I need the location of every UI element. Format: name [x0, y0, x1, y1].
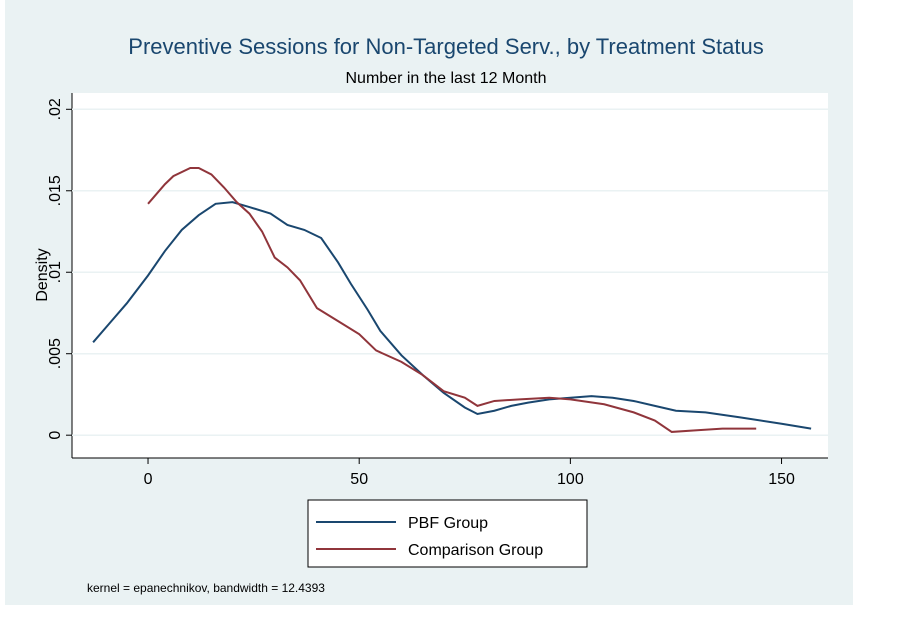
x-tick-label: 100 — [557, 471, 584, 488]
y-axis-label: Density — [34, 248, 51, 301]
y-tick-label: .005 — [47, 338, 64, 369]
note: kernel = epanechnikov, bandwidth = 12.43… — [87, 581, 325, 595]
legend-label: Comparison Group — [408, 542, 543, 559]
legend-box — [307, 499, 588, 568]
density-line — [92, 201, 812, 430]
chart-subtitle: Number in the last 12 Month — [346, 70, 547, 87]
plot-area — [72, 93, 828, 458]
legend-label: PBF Group — [408, 515, 488, 532]
y-tick-label: .02 — [47, 98, 64, 120]
y-tick-label: .015 — [47, 175, 64, 206]
x-tick-label: 150 — [768, 471, 795, 488]
y-tick-label: .01 — [47, 261, 64, 283]
x-tick-label: 50 — [350, 471, 368, 488]
x-tick-label: 0 — [144, 471, 153, 488]
chart-title: Preventive Sessions for Non-Targeted Ser… — [128, 34, 763, 59]
density-line — [147, 166, 757, 433]
y-tick-label: 0 — [47, 431, 64, 440]
